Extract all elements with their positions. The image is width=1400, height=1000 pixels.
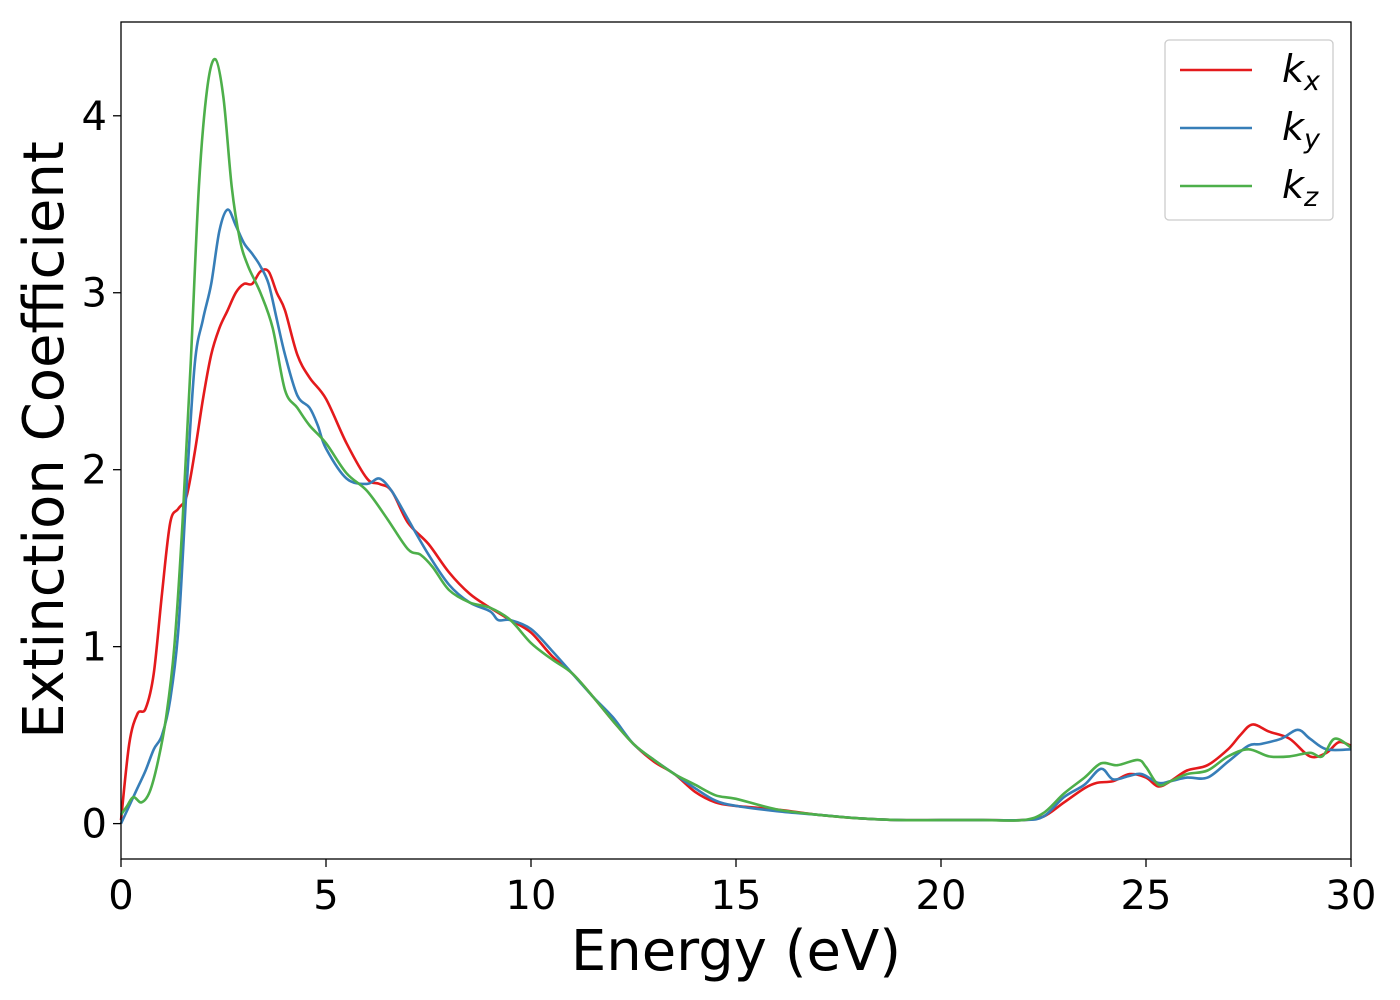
y-axis-ticks: 0 1 2 3 4 (82, 94, 121, 848)
x-tick-label: 20 (916, 873, 967, 919)
series-line-kz (119, 57, 1352, 822)
x-axis-ticks: 0 5 10 15 20 25 30 (108, 859, 1376, 919)
legend-label-kx: kx (1282, 47, 1321, 97)
series-line-ky (119, 208, 1352, 825)
y-axis-label: Extinction Coefficient (12, 141, 77, 739)
x-tick-label: 10 (506, 873, 557, 919)
series-line-kx (119, 268, 1352, 822)
legend-box (1164, 39, 1334, 221)
legend-label-ky: ky (1282, 105, 1321, 155)
y-tick-label: 3 (82, 271, 107, 317)
plot-area (121, 22, 1351, 859)
y-tick-label: 1 (82, 625, 107, 671)
x-tick-label: 15 (711, 873, 762, 919)
x-tick-label: 0 (108, 873, 133, 919)
series-lines (119, 57, 1352, 825)
y-tick-label: 4 (82, 94, 107, 140)
y-tick-label: 2 (82, 448, 107, 494)
x-tick-label: 5 (313, 873, 338, 919)
x-tick-label: 30 (1326, 873, 1377, 919)
legend: kx ky kz (1164, 39, 1334, 221)
x-axis-label: Energy (eV) (571, 919, 901, 984)
y-tick-label: 0 (82, 802, 107, 848)
x-tick-label: 25 (1121, 873, 1172, 919)
legend-label-kz: kz (1282, 163, 1319, 213)
